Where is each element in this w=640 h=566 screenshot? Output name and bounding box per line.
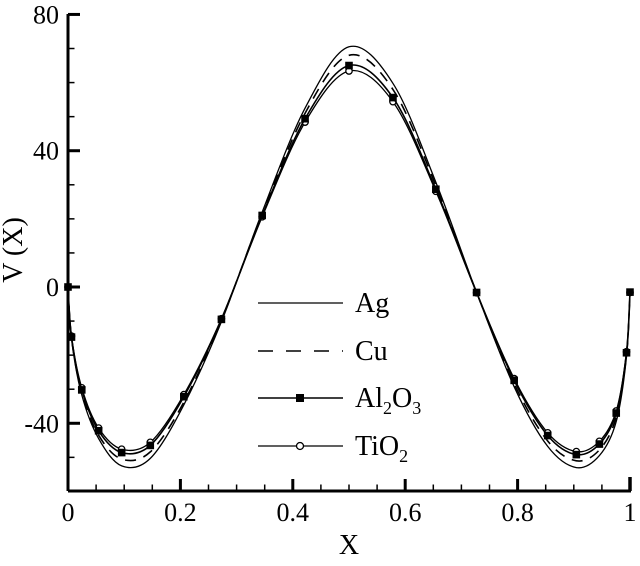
marker-square xyxy=(180,392,188,401)
marker-square xyxy=(258,211,266,220)
legend-label-Ag: Ag xyxy=(355,288,389,319)
marker-square xyxy=(67,333,76,341)
legend-entry-Cu: Cu xyxy=(258,336,388,367)
x-axis-ticks: 0 0.2 0.4 0.6 0.8 1 xyxy=(62,477,637,527)
legend-entry-Ag: Ag xyxy=(258,288,389,319)
y-axis-ticks: 80 40 0 -40 xyxy=(24,0,80,459)
y-tick-label: 0 xyxy=(46,273,59,302)
marker-square xyxy=(77,386,86,394)
series-curve-Al2O3 xyxy=(67,64,631,456)
y-axis-title: V (X) xyxy=(0,217,29,283)
legend-entry-TiO2: TiO2 xyxy=(258,431,408,466)
series-curve-TiO2 xyxy=(67,69,631,453)
legend-marker-circle xyxy=(295,441,305,451)
x-axis-title: X xyxy=(339,530,359,561)
y-tick-label: 40 xyxy=(33,137,59,166)
x-tick-label: 0.2 xyxy=(164,498,197,527)
x-tick-label: 0.8 xyxy=(501,498,534,527)
legend-entry-Al2O3: Al2O3 xyxy=(258,383,421,418)
marker-square xyxy=(543,431,552,440)
marker-square xyxy=(572,450,581,459)
series-curve-Ag xyxy=(67,45,631,469)
marker-square xyxy=(612,409,621,417)
x-tick-label: 0.6 xyxy=(389,498,422,527)
marker-square xyxy=(217,315,226,324)
legend-label-Cu: Cu xyxy=(355,336,388,367)
marker-square xyxy=(595,440,604,448)
marker-square xyxy=(472,288,481,297)
marker-square xyxy=(94,426,103,435)
x-tick-label: 0.4 xyxy=(277,498,310,527)
marker-square xyxy=(301,114,309,123)
marker-square xyxy=(389,93,397,102)
marker-square xyxy=(622,348,631,357)
marker-square xyxy=(626,288,634,296)
axes xyxy=(66,14,631,493)
marker-square xyxy=(117,448,126,457)
x-tick-label: 1 xyxy=(624,498,637,527)
y-tick-label: -40 xyxy=(24,409,59,438)
marker-square xyxy=(432,185,440,194)
series-curves xyxy=(64,45,634,469)
marker-square xyxy=(345,61,353,70)
legend-marker-square xyxy=(296,394,304,402)
legend-label-Al2O3: Al2O3 xyxy=(355,383,421,418)
legend-label-TiO2: TiO2 xyxy=(355,431,408,466)
marker-square xyxy=(146,441,155,450)
marker-square xyxy=(64,283,72,291)
legend: Ag Cu Al2O3 TiO2 xyxy=(258,288,421,466)
x-tick-label: 0 xyxy=(62,498,75,527)
series-curve-Cu xyxy=(67,53,631,462)
y-tick-label: 80 xyxy=(33,0,59,29)
marker-square xyxy=(510,376,518,385)
